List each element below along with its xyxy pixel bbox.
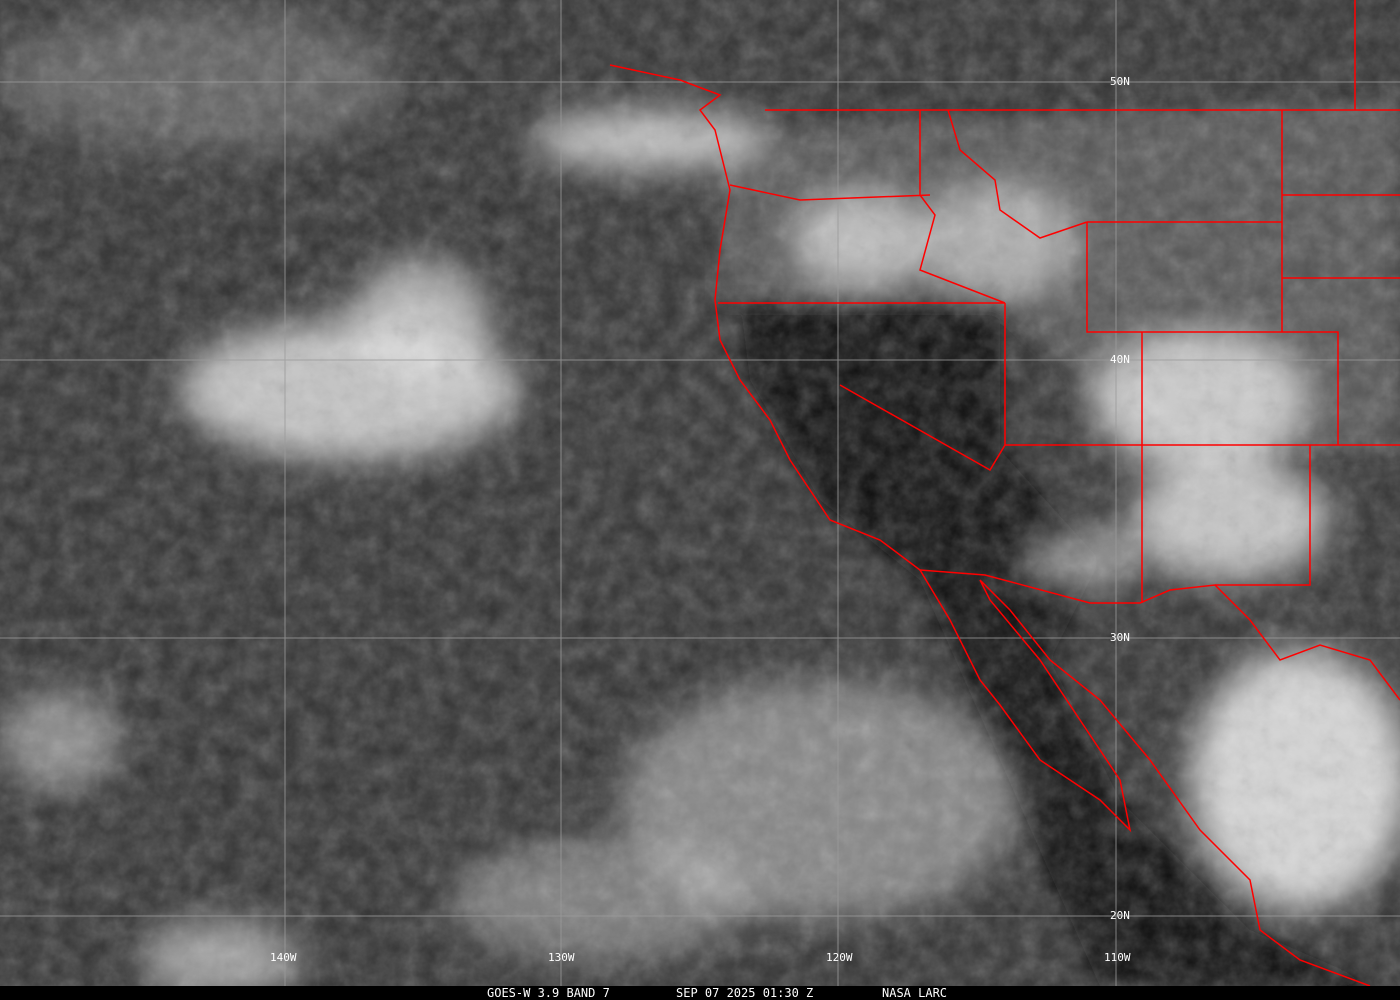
- coastline: [609, 64, 1371, 986]
- grid-labels: 50N 40N 30N 20N 140W 130W 120W 110W: [270, 75, 1131, 964]
- lon-label-120w: 120W: [826, 951, 853, 964]
- political-borders: [609, 0, 1400, 986]
- caption-credit: NASA LARC: [882, 986, 948, 1000]
- lat-label-40n: 40N: [1110, 353, 1130, 366]
- state-lines: [718, 0, 1400, 603]
- caption-source: GOES-W 3.9 BAND 7: [487, 986, 610, 1000]
- lat-label-50n: 50N: [1110, 75, 1130, 88]
- caption-datetime: SEP 07 2025 01:30 Z: [676, 986, 814, 1000]
- lat-label-20n: 20N: [1110, 909, 1130, 922]
- lat-label-30n: 30N: [1110, 631, 1130, 644]
- caption-bar: GOES-W 3.9 BAND 7 SEP 07 2025 01:30 Z NA…: [0, 986, 1400, 1000]
- lon-label-130w: 130W: [548, 951, 575, 964]
- lon-label-110w: 110W: [1104, 951, 1131, 964]
- lon-label-140w: 140W: [270, 951, 297, 964]
